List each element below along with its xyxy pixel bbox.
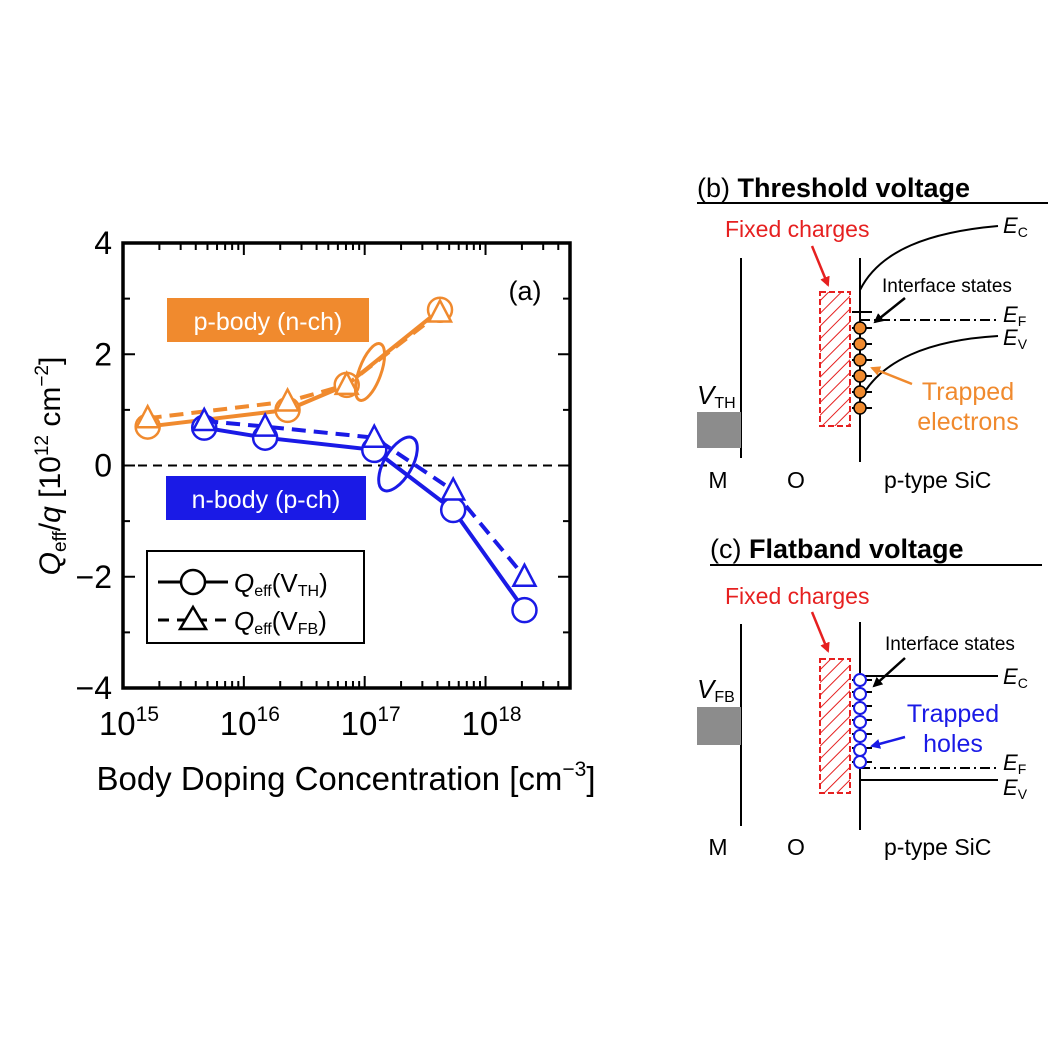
data-point-triangle — [440, 475, 467, 501]
trapped-holes-label: Trapped holes — [907, 700, 999, 758]
ec-label: EC — [1003, 664, 1028, 691]
panel-b: (b) Threshold voltage Fixed charges VTH … — [697, 173, 1048, 493]
legend-item-vfb: Qeff(VFB) — [158, 604, 327, 638]
fixed-charges-arrow — [810, 611, 830, 653]
x-axis-label: Body Doping Concentration [cm−3] — [96, 758, 595, 797]
n-body-label: n-body (p-ch) — [192, 486, 341, 514]
x-tick-label: 1015 — [99, 703, 159, 742]
metal-label: M — [708, 834, 727, 860]
legend-box — [146, 550, 365, 644]
chart-panel-a: 4 2 0 −2 −4 1015 1016 1017 1018 p-body (n-ch) n… — [32, 225, 596, 797]
x-tick-label: 1017 — [341, 703, 401, 742]
data-point-triangle — [274, 386, 301, 412]
fixed-charges-region — [819, 291, 851, 427]
y-tick-label: 0 — [94, 448, 112, 484]
legend: Qeff(VTH) Qeff(VFB) — [146, 550, 365, 644]
p-body-label-box — [167, 298, 369, 342]
x-tick-label: 1016 — [220, 703, 280, 742]
trapped-hole-circles — [853, 673, 867, 769]
panel-label-a: (a) — [509, 276, 542, 306]
oxide-label: O — [787, 467, 805, 493]
y-tick-label: −2 — [76, 559, 112, 595]
ev-label: EV — [1003, 775, 1028, 802]
legend-label-vfb: Qeff(VFB) — [234, 606, 327, 638]
ef-label: EF — [1003, 302, 1026, 329]
fixed-charges-arrow — [810, 245, 830, 287]
y-tick-labels: 4 2 0 −2 −4 — [76, 225, 112, 706]
interface-states-label: Interface states — [885, 634, 1015, 655]
metal-label: M — [708, 467, 727, 493]
y-tick-label: 4 — [94, 225, 112, 261]
ev-label: EV — [1003, 325, 1028, 352]
data-point-triangle — [426, 297, 454, 323]
trapped-holes-arrow — [870, 735, 906, 749]
vth-label: VTH — [697, 380, 736, 412]
interface-states-label: Interface states — [882, 276, 1012, 297]
data-point-triangle — [511, 562, 538, 587]
conduction-band-curve — [859, 225, 999, 291]
oxide-label: O — [787, 834, 805, 860]
series-group — [134, 296, 538, 624]
series-line — [147, 310, 442, 421]
series-line — [147, 308, 442, 429]
legend-triangle-marker — [177, 604, 209, 631]
y-tick-label: 2 — [94, 336, 112, 372]
panel-c: (c) Flatband voltage Fixed charges VFB E… — [697, 534, 1042, 860]
ec-label: EC — [1003, 213, 1028, 240]
data-point-triangle — [333, 370, 360, 396]
data-point-triangle — [134, 403, 161, 429]
interface-states-arrow — [872, 657, 906, 688]
p-body-group-ellipse — [353, 342, 387, 402]
x-tick-labels: 1015 1016 1017 1018 — [99, 703, 522, 742]
metal-fermi-block — [697, 707, 741, 745]
p-body-label: p-body (n-ch) — [194, 308, 343, 336]
interface-states-arrow — [873, 297, 906, 324]
panel-c-title: (c) Flatband voltage — [710, 534, 964, 564]
axis-ticks — [122, 242, 571, 689]
trapped-electron-dots — [853, 321, 867, 415]
fixed-charges-label: Fixed charges — [725, 583, 869, 609]
data-point-triangle — [361, 422, 388, 448]
vfb-label: VFB — [697, 674, 735, 706]
series-n-body-vfb — [191, 406, 538, 587]
fixed-charges-region — [819, 658, 851, 794]
data-point-triangle — [191, 406, 218, 432]
y-axis-label: Qeff/q [1012 cm−2] — [32, 357, 71, 576]
trapped-electrons-label: Trapped electrons — [917, 378, 1018, 436]
data-point-circle — [511, 596, 538, 624]
data-point-circle — [439, 496, 467, 524]
x-tick-label: 1018 — [461, 703, 521, 742]
valence-band-curve — [859, 335, 999, 401]
metal-fermi-block — [697, 412, 741, 448]
sic-label: p-type SiC — [884, 834, 991, 860]
n-body-group-ellipse — [377, 435, 419, 493]
legend-circle-marker — [179, 568, 207, 596]
legend-label-vth: Qeff(VTH) — [234, 568, 328, 600]
ef-label: EF — [1003, 750, 1026, 777]
series-p-body-vfb — [134, 297, 454, 429]
legend-item-vth: Qeff(VTH) — [158, 568, 328, 600]
y-tick-label: −4 — [76, 670, 112, 706]
trapped-electrons-arrow — [870, 366, 913, 386]
data-point-triangle — [252, 411, 279, 437]
n-body-label-box — [166, 476, 366, 520]
sic-label: p-type SiC — [884, 467, 991, 493]
fixed-charges-label: Fixed charges — [725, 216, 869, 242]
panel-b-title: (b) Threshold voltage — [697, 173, 970, 203]
